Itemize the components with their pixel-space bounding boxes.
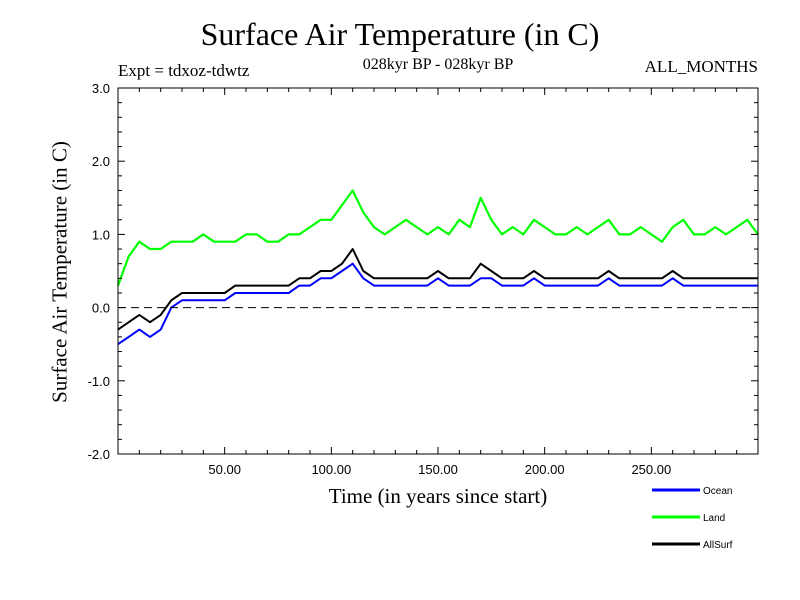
- y-tick-label: -1.0: [88, 374, 110, 389]
- x-tick-label: 250.00: [631, 462, 671, 477]
- x-tick-label: 150.00: [418, 462, 458, 477]
- series-line-allsurf: [117, 248, 758, 331]
- series-line-land: [116, 189, 759, 286]
- legend-label-land: Land: [703, 513, 725, 524]
- series-line-ocean: [117, 262, 758, 346]
- x-tick-label: 100.00: [311, 462, 351, 477]
- x-axis-label: Time (in years since start): [328, 484, 548, 508]
- x-tick-label: 200.00: [525, 462, 565, 477]
- y-tick-label: 1.0: [92, 227, 110, 242]
- chart-subtitle: 028kyr BP - 028kyr BP: [362, 56, 514, 73]
- x-tick-label: 50.00: [208, 462, 241, 477]
- legend-label-ocean: Ocean: [703, 486, 732, 497]
- legend-label-allsurf: AllSurf: [703, 540, 733, 551]
- y-tick-label: 3.0: [92, 81, 110, 96]
- months-label: ALL_MONTHS: [644, 57, 758, 76]
- y-tick-label: -2.0: [88, 447, 110, 462]
- y-tick-label: 0.0: [92, 301, 110, 316]
- y-tick-label: 2.0: [92, 154, 110, 169]
- experiment-label: Expt = tdxoz-tdwtz: [118, 61, 250, 80]
- chart-title: Surface Air Temperature (in C): [200, 16, 600, 52]
